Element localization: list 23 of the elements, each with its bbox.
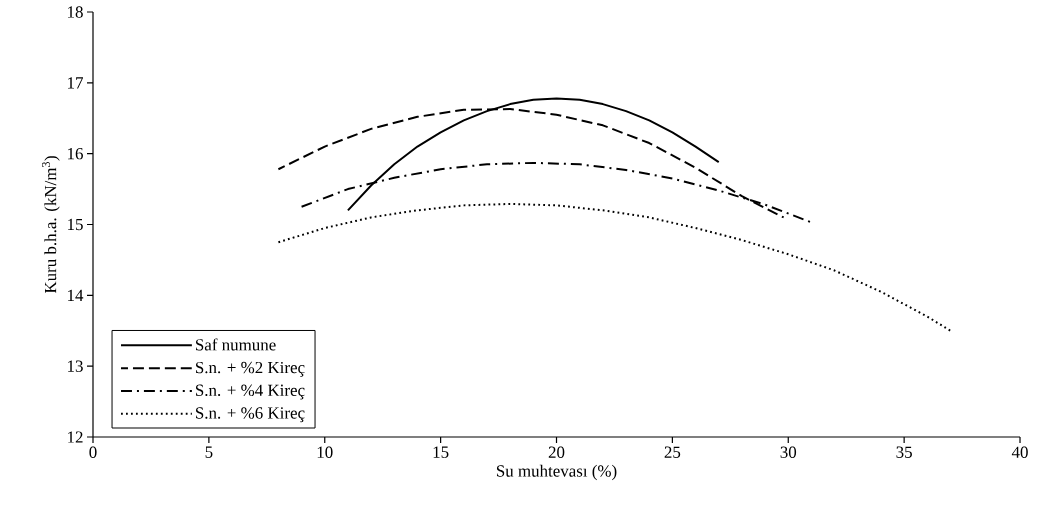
y-tick-label: 12: [68, 431, 83, 443]
line-series: [277, 202, 952, 332]
legend-label: S.n. + %2 Kireç: [196, 361, 305, 377]
x-tick-label: 35: [896, 446, 912, 458]
x-tick-label: 30: [780, 446, 797, 458]
y-tick-label: 15: [68, 218, 83, 231]
x-tick-label: 40: [1011, 446, 1028, 458]
x-axis-title: Su muhtevası (%): [496, 464, 617, 481]
y-axis-title: Kuru b.h.a. (kN/m$^{3}$): [41, 156, 60, 294]
x-tick-label: 25: [664, 446, 681, 458]
x-tick-label: 10: [317, 446, 333, 458]
legend-label: S.n. + %4 Kireç: [196, 384, 305, 400]
x-tick-label: 20: [548, 446, 565, 458]
y-tick-label: 18: [68, 6, 83, 18]
x-tick-label: 5: [205, 446, 213, 458]
y-tick-label: 16: [68, 147, 83, 160]
legend-label: Saf numune: [196, 338, 276, 351]
y-tick-label: 17: [68, 77, 83, 89]
legend-label: S.n. + %6 Kireç: [196, 407, 305, 423]
x-tick-label: 15: [433, 446, 449, 458]
y-tick-label: 13: [68, 360, 83, 372]
y-tick-label: 14: [68, 289, 84, 301]
x-tick-label: 0: [89, 446, 97, 458]
